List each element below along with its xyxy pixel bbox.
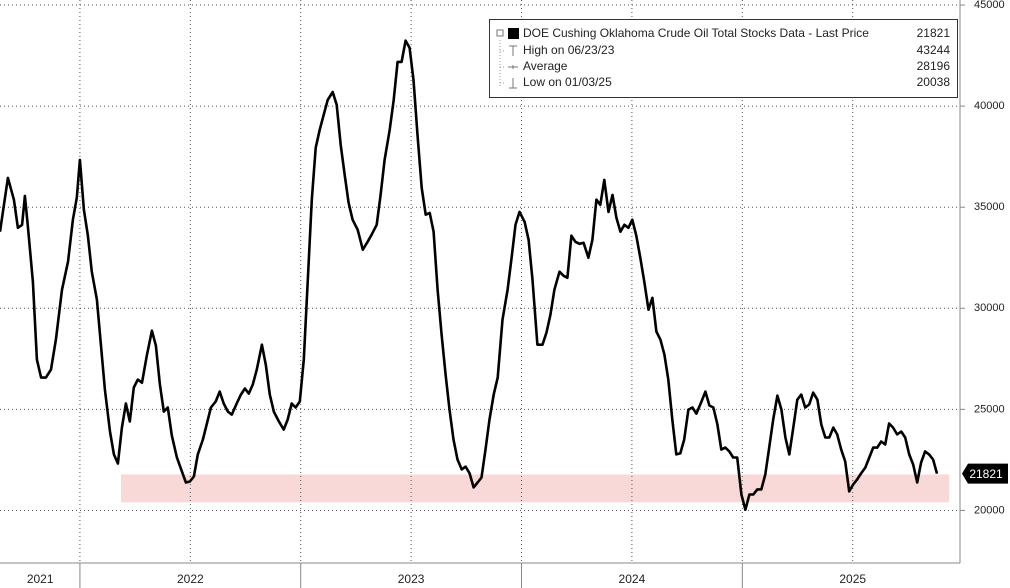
legend-swatch: [508, 28, 519, 39]
legend-stat-label: Average: [523, 59, 568, 73]
legend-stat-value: 28196: [917, 59, 951, 73]
legend-stat-icon: [508, 65, 518, 69]
y-tick-label: 30000: [974, 302, 1005, 314]
legend-title: DOE Cushing Oklahoma Crude Oil Total Sto…: [523, 26, 869, 40]
legend-stat-label: Low on 01/03/25: [523, 75, 612, 89]
x-tick-label: 2025: [839, 572, 866, 586]
x-tick-label: 2022: [177, 572, 204, 586]
x-tick-label: 2021: [27, 572, 54, 586]
x-tick-label: 2024: [619, 572, 646, 586]
legend-stat-icon: [509, 78, 517, 89]
legend-value: 21821: [917, 26, 951, 40]
highlight-band: [120, 474, 950, 503]
x-tick-label: 2023: [398, 572, 425, 586]
last-price-tag: [962, 463, 1008, 484]
y-tick-label: 40000: [974, 100, 1005, 112]
legend-stat-label: High on 06/23/23: [523, 43, 615, 57]
legend-box: [489, 19, 958, 98]
y-tick-label: 20000: [974, 504, 1005, 516]
data-line: [0, 39, 939, 511]
y-tick-label: 45000: [974, 0, 1005, 11]
legend-icon: [496, 29, 504, 37]
legend-stat-value: 20038: [917, 75, 951, 89]
legend-stat-value: 43244: [917, 43, 951, 57]
y-tick-label: 35000: [974, 201, 1005, 213]
y-tick-label: 25000: [974, 403, 1005, 415]
last-price-label: 21821: [969, 467, 1003, 481]
legend-stat-icon: [509, 45, 517, 56]
